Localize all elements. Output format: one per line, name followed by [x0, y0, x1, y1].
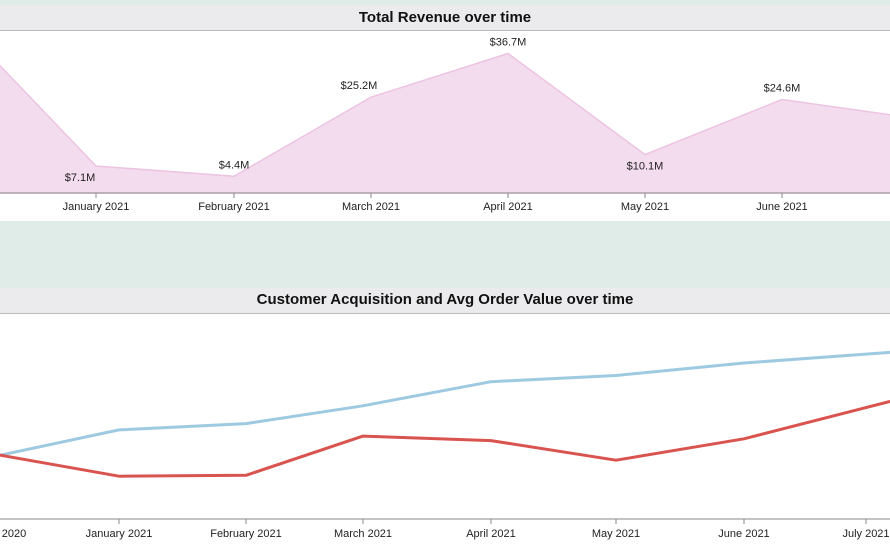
red-series-line [0, 399, 890, 478]
x-tick-label: April 2021 [466, 528, 516, 540]
acquisition-chart-title: Customer Acquisition and Avg Order Value… [0, 288, 890, 314]
x-tick-label: March 2021 [342, 201, 400, 213]
revenue-area-chart: January 2021 February 2021 March 2021 April… [0, 37, 890, 213]
x-tick-label: February 2021 [198, 201, 270, 213]
x-tick-label: May 2021 [592, 528, 640, 540]
data-label: $4.4M [219, 159, 250, 171]
x-tick-label: 2020 [2, 528, 26, 540]
data-label: $7.1M [65, 172, 96, 184]
acquisition-line-chart: 2020 January 2021 February 2021 March 2021 A… [0, 350, 890, 540]
x-tick-label: January 2021 [86, 528, 153, 540]
data-label: $36.7M [490, 37, 527, 49]
revenue-plot-area: January 2021 February 2021 March 2021 April… [0, 31, 890, 221]
data-label: $10.1M [627, 161, 664, 173]
data-label: $24.6M [764, 83, 801, 95]
x-tick-label: March 2021 [334, 528, 392, 540]
data-label: $25.2M [341, 80, 378, 92]
blue-series-line [0, 350, 890, 457]
x-tick-label: July 2021 [842, 528, 889, 540]
x-tick-label: April 2021 [483, 201, 533, 213]
revenue-chart-title: Total Revenue over time [0, 5, 890, 31]
x-tick-label: January 2021 [63, 201, 130, 213]
x-tick-label: June 2021 [718, 528, 769, 540]
revenue-area [0, 52, 890, 194]
x-tick-label: June 2021 [756, 201, 807, 213]
x-tick-label: May 2021 [621, 201, 669, 213]
acquisition-plot-area: 2020 January 2021 February 2021 March 2021 A… [0, 314, 890, 544]
x-tick-label: February 2021 [210, 528, 282, 540]
